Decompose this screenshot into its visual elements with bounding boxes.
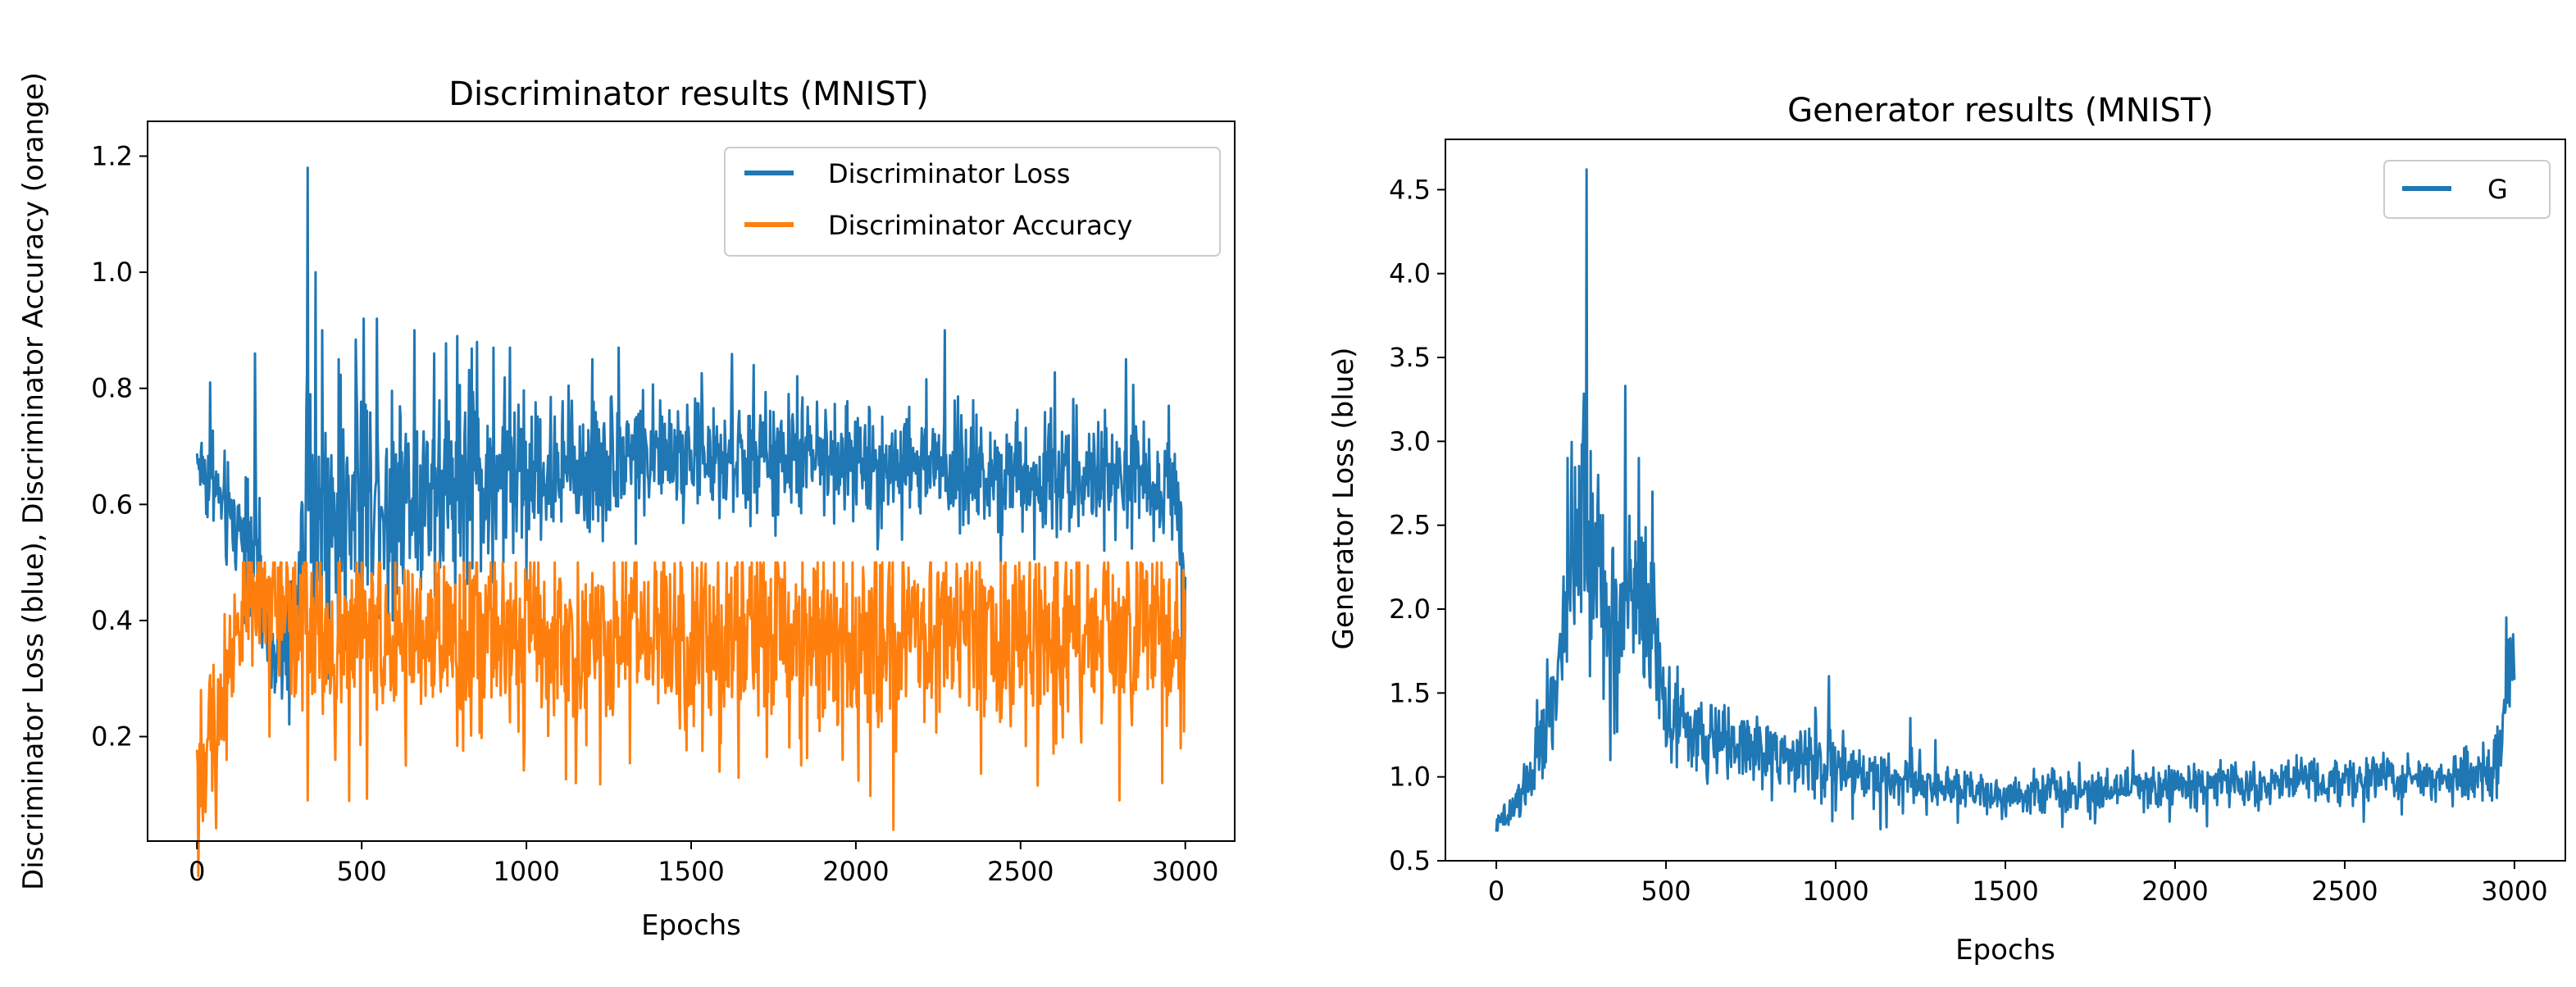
discriminator-x-tick-label-1500: 1500 [658,856,724,887]
discriminator-series-discriminator-loss [195,166,1187,726]
generator-legend: G [2383,160,2551,219]
generator-x-ticks: 0 500 1000 1500 2000 2500 3000 [1488,861,2548,907]
generator-y-tick-label-4.0: 4.0 [1389,258,1431,289]
generator-series-g [1495,168,2516,832]
generator-x-tick-label-2500: 2500 [2311,876,2378,907]
generator-plot-area [1495,168,2516,832]
discriminator-x-tick-label-0: 0 [189,856,205,887]
generator-x-tick-label-1000: 1000 [1802,876,1868,907]
discriminator-x-tick-label-2000: 2000 [822,856,889,887]
generator-x-tick-label-0: 0 [1488,876,1504,907]
generator-y-tick-label-2.5: 2.5 [1389,510,1431,541]
generator-x-tick-label-3000: 3000 [2481,876,2547,907]
discriminator-y-ticks: 0.2 0.4 0.6 0.8 1.0 1.2 [91,140,148,753]
generator-x-tick-label-1500: 1500 [1972,876,2038,907]
discriminator-y-tick-label-0.6: 0.6 [91,489,133,520]
generator-x-tick-label-500: 500 [1641,876,1691,907]
generator-chart: Generator results (MNIST) 0 500 1000 1500 20… [1327,92,2566,967]
generator-legend-box [2383,160,2551,219]
discriminator-x-axis-label: Epochs [641,909,741,942]
generator-y-tick-label-1.0: 1.0 [1389,762,1431,793]
generator-y-tick-label-3.5: 3.5 [1389,342,1431,373]
discriminator-x-tick-label-3000: 3000 [1152,856,1218,887]
legend-label-discriminator-accuracy: Discriminator Accuracy [828,210,1132,241]
generator-y-tick-label-0.5: 0.5 [1389,845,1431,876]
generator-chart-title: Generator results (MNIST) [1787,92,2214,130]
discriminator-x-ticks: 0 500 1000 1500 2000 2500 3000 [189,841,1218,887]
discriminator-legend: Discriminator Loss Discriminator Accurac… [724,147,1221,257]
generator-x-tick-label-2000: 2000 [2141,876,2208,907]
discriminator-x-tick-label-2500: 2500 [987,856,1054,887]
discriminator-legend-box [724,147,1221,257]
legend-label-g: G [2487,174,2508,205]
discriminator-y-tick-label-0.4: 0.4 [91,605,133,636]
discriminator-x-tick-label-1000: 1000 [493,856,559,887]
discriminator-y-tick-label-0.2: 0.2 [91,721,133,753]
discriminator-y-tick-label-1.2: 1.2 [91,140,133,171]
discriminator-chart-title: Discriminator results (MNIST) [448,75,929,113]
discriminator-y-tick-label-1.0: 1.0 [91,257,133,288]
discriminator-y-axis-label: Discriminator Loss (blue), Discriminator… [17,72,50,890]
discriminator-chart: Discriminator results (MNIST) 0 500 1000 15… [17,72,1236,942]
generator-axes-frame [1445,139,2566,862]
legend-label-discriminator-loss: Discriminator Loss [828,158,1070,189]
generator-y-axis-label: Generator Loss (blue) [1327,348,1360,650]
discriminator-y-tick-label-0.8: 0.8 [91,373,133,404]
generator-x-axis-label: Epochs [1955,934,2055,967]
generator-y-tick-label-1.5: 1.5 [1389,677,1431,708]
discriminator-series-discriminator-accuracy [195,561,1187,878]
generator-y-tick-label-4.5: 4.5 [1389,174,1431,205]
discriminator-x-tick-label-500: 500 [337,856,387,887]
discriminator-plot-area [195,166,1187,878]
generator-y-ticks: 0.5 1.0 1.5 2.0 2.5 3.0 3.5 4.0 4.5 [1389,174,1445,876]
generator-y-tick-label-2.0: 2.0 [1389,594,1431,625]
generator-y-tick-label-3.0: 3.0 [1389,425,1431,457]
